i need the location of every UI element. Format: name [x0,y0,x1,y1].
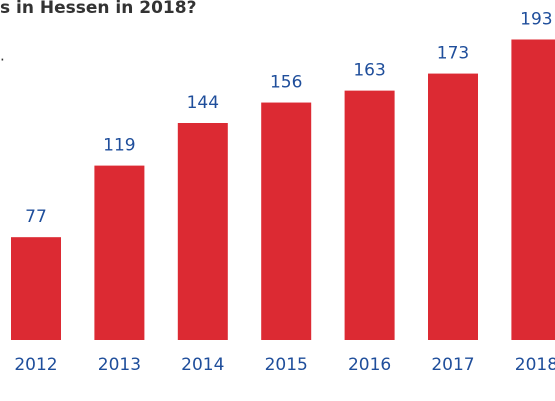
x-tick-label: 2018 [515,355,555,375]
value-label: 193 [520,9,552,29]
value-label: 163 [353,61,385,81]
x-tick-label: 2013 [98,355,141,375]
value-label: 77 [25,207,47,227]
x-tick-label: 2015 [265,355,308,375]
bar [511,39,555,340]
bars [11,39,555,340]
value-label: 173 [437,44,469,64]
x-tick-label: 2012 [14,355,57,375]
value-label: 156 [270,73,302,93]
bar [261,102,312,340]
bar [11,237,61,340]
chart-subtitle: . [0,47,5,65]
x-tick-label: 2017 [431,355,474,375]
value-label: 119 [103,136,135,156]
bar [428,73,478,340]
bar [177,123,228,340]
x-tick-label: 2016 [348,355,391,375]
x-tick-label: 2014 [181,355,224,375]
chart-title: s in Hessen in 2018? [0,0,196,18]
value-label: 144 [187,93,219,113]
bar [344,90,395,340]
bar [94,165,145,340]
